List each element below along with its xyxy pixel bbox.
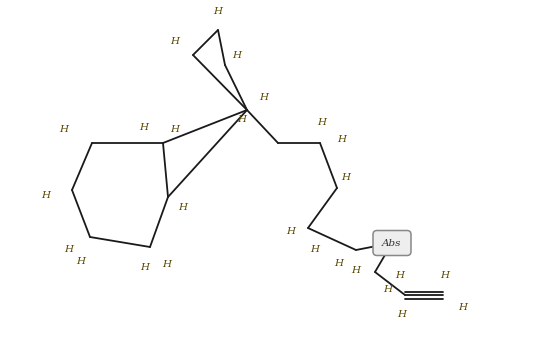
Text: H: H	[458, 304, 467, 312]
Text: H: H	[334, 258, 343, 268]
Text: H: H	[141, 263, 149, 272]
Text: H: H	[440, 271, 450, 280]
Text: H: H	[232, 50, 241, 60]
Text: H: H	[237, 115, 246, 125]
Text: H: H	[317, 118, 327, 127]
Text: H: H	[178, 202, 187, 212]
Text: H: H	[341, 174, 350, 182]
Text: H: H	[139, 124, 148, 132]
Text: H: H	[337, 136, 346, 144]
Text: H: H	[170, 126, 179, 135]
Text: H: H	[398, 310, 406, 319]
FancyBboxPatch shape	[373, 230, 411, 256]
Text: H: H	[76, 257, 85, 267]
Text: H: H	[383, 285, 393, 294]
Text: H: H	[286, 228, 295, 236]
Text: H: H	[311, 245, 319, 254]
Text: H: H	[170, 38, 179, 47]
Text: H: H	[351, 266, 360, 275]
Text: H: H	[59, 126, 68, 135]
Text: Abs: Abs	[382, 239, 401, 247]
Text: H: H	[64, 246, 73, 255]
Text: H: H	[395, 271, 404, 279]
Text: H: H	[213, 7, 223, 16]
Text: H: H	[41, 191, 50, 200]
Text: H: H	[259, 93, 268, 102]
Text: H: H	[162, 260, 171, 269]
